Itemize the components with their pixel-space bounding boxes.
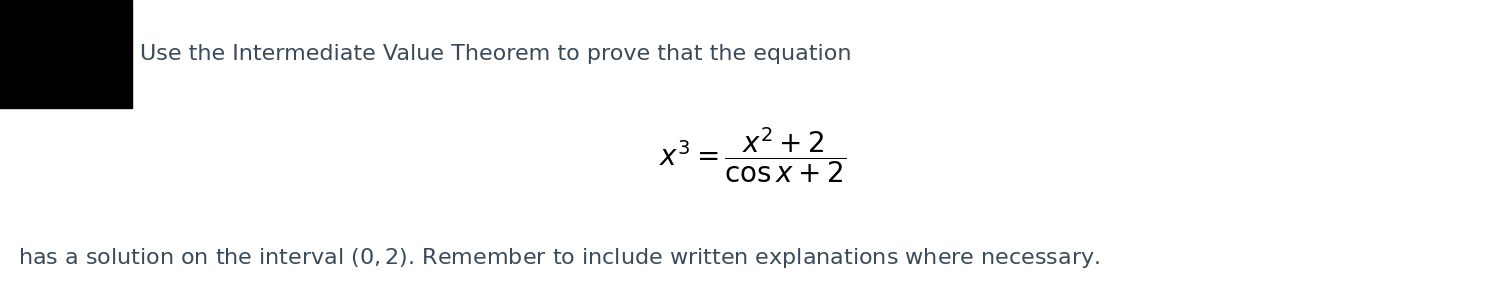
Text: has a solution on the interval $(0, 2)$. Remember to include written explanation: has a solution on the interval $(0, 2)$.…	[18, 246, 1099, 270]
Text: Use the Intermediate Value Theorem to prove that the equation: Use the Intermediate Value Theorem to pr…	[140, 44, 851, 64]
Text: $x^3 = \dfrac{x^2 + 2}{\cos x + 2}$: $x^3 = \dfrac{x^2 + 2}{\cos x + 2}$	[660, 125, 846, 185]
Bar	[0, 0, 133, 108]
